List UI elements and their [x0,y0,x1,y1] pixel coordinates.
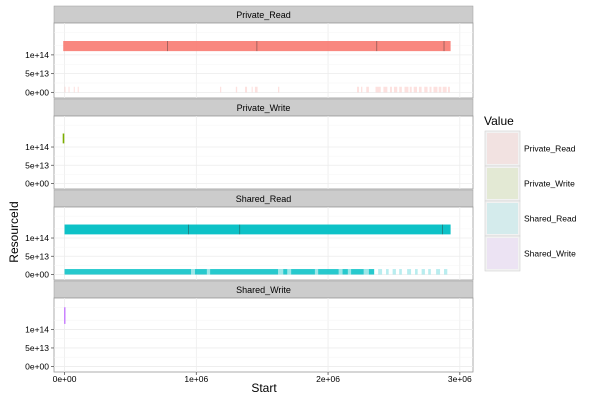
facet-panel: Private_Write 0e+00 5e+13 1e+14 [25,98,474,190]
y-tick-label: 0e+00 [25,361,49,371]
data-mark-sparse [447,86,450,93]
data-mark-sparse [424,86,428,93]
facet-panel: Shared_Read 0e+00 5e+13 1e+14 [25,189,474,281]
data-mark-sparse [433,86,438,93]
panel-background [53,22,474,99]
data-mark-sparse [438,86,442,93]
data-mark-sparse [73,86,75,93]
data-mark-sparse [220,86,222,93]
data-mark-sparse [235,86,238,93]
data-gap [314,269,319,275]
legend-label: Private_Read [524,144,576,154]
legend-key [484,235,521,272]
data-mark-sparse [254,86,258,93]
legend-swatch [487,168,518,199]
data-gap [347,269,352,275]
data-mark-sparse [366,86,369,93]
data-mark-sparse [277,86,280,93]
data-gap [287,269,292,275]
legend: Value Private_Read Private_Write Shared_Re… [484,114,577,272]
data-mark-sparse [409,86,412,93]
facet-strip-label: Shared_Write [236,285,291,295]
facet-strip-label: Private_Read [236,10,291,20]
data-band [64,224,451,235]
data-mark-sparse [399,86,402,93]
data-band [62,133,65,144]
data-mark-sparse [418,86,422,93]
legend-label: Shared_Read [524,214,577,224]
x-tick-label: 2e+06 [316,374,340,384]
y-tick-label: 5e+13 [25,69,49,79]
facet-panel: Private_Read 0e+00 5e+13 1e+14 [25,5,474,99]
panel-background [53,206,474,281]
legend-swatch [487,203,518,234]
legend-swatch [487,133,518,164]
y-tick-label: 0e+00 [25,179,49,189]
panel-background [53,297,474,373]
x-axis: 0e+00 1e+06 2e+06 3e+06 [53,372,472,384]
y-tick-label: 5e+13 [25,343,49,353]
data-mark-sparse [404,86,409,93]
data-gap [338,269,343,275]
data-gap [363,269,369,275]
y-tick-label: 1e+14 [25,233,49,243]
data-mark-sparse [245,86,248,93]
legend-swatch [487,238,518,269]
data-mark-sparse [442,86,447,93]
facet-strip-label: Private_Write [237,103,291,113]
data-mark-sparse [407,269,412,275]
legend-label: Private_Write [524,179,575,189]
data-mark-sparse [357,86,360,93]
data-mark-sparse [389,86,392,93]
data-mark-sparse [399,269,402,275]
y-tick-label: 1e+14 [25,324,49,334]
data-mark-sparse [436,269,441,275]
y-tick-label: 5e+13 [25,251,49,261]
data-mark-sparse [383,86,388,93]
data-mark-sparse [64,86,66,93]
data-mark-sparse [413,86,418,93]
y-tick-label: 0e+00 [25,87,49,97]
facet-panels: Private_Read0e+005e+131e+14Private_Write… [25,5,474,373]
data-mark-sparse [386,269,389,275]
data-mark-sparse [375,86,381,93]
legend-title: Value [484,114,514,128]
data-mark-sparse [251,86,253,93]
x-axis-label: Start [251,381,277,395]
legend-label: Shared_Write [524,249,576,259]
data-mark-sparse [444,269,448,275]
y-axis-label: ResourceId [7,201,21,262]
legend-key [484,165,521,202]
data-band [64,307,66,324]
y-tick-label: 1e+14 [25,142,49,152]
data-mark-sparse [421,269,425,275]
data-mark-sparse [415,269,418,275]
panel-background [53,115,474,190]
data-mark-sparse [393,86,398,93]
facet-strip-label: Shared_Read [236,194,292,204]
data-mark-sparse [68,86,70,93]
data-gap [206,269,211,275]
data-gap [191,269,195,275]
x-tick-label: 0e+00 [53,374,77,384]
facet-panel: Shared_Write 0e+00 5e+13 1e+14 [25,280,474,373]
x-tick-label: 1e+06 [184,374,208,384]
data-mark-sparse [77,86,79,93]
data-mark-sparse [392,269,396,275]
y-tick-label: 5e+13 [25,160,49,170]
data-gap [277,269,284,275]
data-mark-sparse [428,269,431,275]
y-tick-label: 1e+14 [25,50,49,60]
x-tick-label: 3e+06 [448,374,472,384]
data-band [64,269,375,275]
data-mark-sparse [361,86,363,93]
y-tick-label: 0e+00 [25,270,49,280]
data-mark-sparse [429,86,432,93]
data-mark-sparse [378,269,383,275]
